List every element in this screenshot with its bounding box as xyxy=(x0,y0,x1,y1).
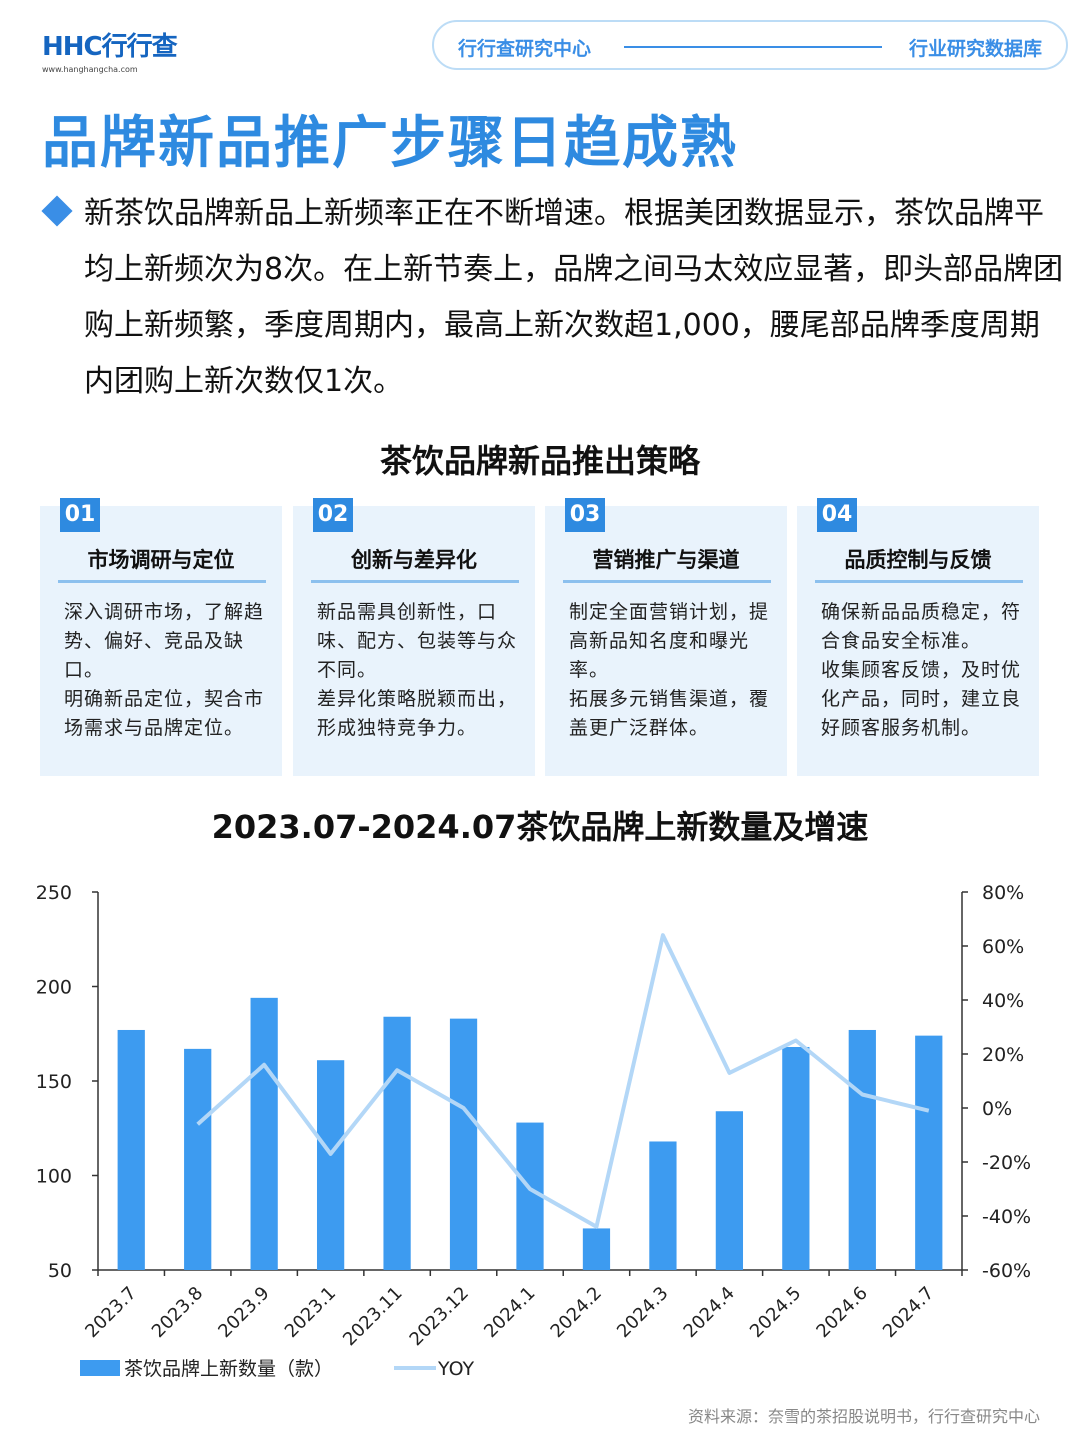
y-right-tick-label: -40% xyxy=(982,1206,1031,1228)
card-number: 03 xyxy=(565,498,605,532)
y-left-tick-label: 250 xyxy=(36,882,72,904)
y-left-tick-label: 200 xyxy=(36,977,72,999)
bar xyxy=(449,1018,478,1270)
card-number: 02 xyxy=(313,498,353,532)
legend-bar-label: 茶饮品牌上新数量（款） xyxy=(124,1358,333,1380)
bar xyxy=(582,1228,611,1270)
card-body: 制定全面营销计划，提高新品知名度和曝光率。 拓展多元销售渠道，覆盖更广泛群体。 xyxy=(569,601,770,739)
x-tick-label: 2023.11 xyxy=(339,1283,406,1350)
strategy-title: 茶饮品牌新品推出策略 xyxy=(379,442,700,480)
y-left-tick-label: 50 xyxy=(48,1260,72,1282)
card-divider xyxy=(311,580,519,583)
intro-paragraph: 新茶饮品牌新品上新频率正在不断增速。根据美团数据显示，茶饮品牌平均上新频次为8次… xyxy=(84,196,1064,399)
pill-left-label: 行行查研究中心 xyxy=(458,38,592,60)
combo-chart: 50 100 150 200 250 -60% -40% -20% 0% 20% 40% 60% 80%… xyxy=(36,882,1031,1380)
y-right-tick-label: 0% xyxy=(982,1098,1012,1120)
bar xyxy=(915,1035,943,1270)
card-number: 04 xyxy=(817,498,857,532)
x-tick-label: 2024.4 xyxy=(680,1283,739,1342)
y-right-tick-label: 60% xyxy=(982,936,1024,958)
legend-line-label: YOY xyxy=(437,1358,474,1380)
card-body: 深入调研市场，了解趋势、偏好、竞品及缺口。 明确新品定位，契合市场需求与品牌定位… xyxy=(64,601,265,739)
x-tick-label: 2023.7 xyxy=(81,1283,140,1342)
card-title: 品质控制与反馈 xyxy=(844,548,992,572)
logo: HHC行行查 www.hanghangcha.com xyxy=(42,26,202,74)
x-tick-label: 2023.9 xyxy=(214,1283,273,1342)
y-right-tick-label: -20% xyxy=(982,1152,1031,1174)
y-right-tick-label: -60% xyxy=(982,1260,1031,1282)
card-divider xyxy=(815,580,1023,583)
bar xyxy=(250,997,278,1270)
diamond-bullet-icon xyxy=(41,195,73,227)
y-right-tick-label: 80% xyxy=(982,882,1024,904)
x-tick-label: 2024.6 xyxy=(812,1283,871,1342)
strategy-card-4: 04 品质控制与反馈 确保新品品质稳定，符合食品安全标准。 收集顾客反馈，及时优… xyxy=(797,498,1039,776)
y-right-tick-label: 20% xyxy=(982,1044,1024,1066)
bar xyxy=(782,1046,810,1270)
x-tick-label: 2024.5 xyxy=(746,1283,805,1342)
card-title: 市场调研与定位 xyxy=(87,548,235,572)
y-right-tick-label: 40% xyxy=(982,990,1024,1012)
x-tick-label: 2024.1 xyxy=(480,1283,539,1342)
pill-right-label: 行业研究数据库 xyxy=(908,38,1042,60)
x-tick-label: 2023.8 xyxy=(148,1283,207,1342)
bar xyxy=(649,1141,677,1270)
x-tick-label: 2024.2 xyxy=(547,1283,606,1342)
card-body: 确保新品品质稳定，符合食品安全标准。 收集顾客反馈，及时优化产品，同时，建立良好… xyxy=(821,601,1022,739)
chart-title: 2023.07-2024.07茶饮品牌上新数量及增速 xyxy=(211,808,869,846)
yoy-line xyxy=(196,933,930,1229)
logo-url: www.hanghangcha.com xyxy=(42,65,138,74)
strategy-card-1: 01 市场调研与定位 深入调研市场，了解趋势、偏好、竞品及缺口。 明确新品定位，… xyxy=(40,498,282,776)
bar xyxy=(117,1029,145,1270)
bar xyxy=(715,1111,744,1270)
source-note: 资料来源：奈雪的茶招股说明书，行行查研究中心 xyxy=(687,1407,1040,1426)
header-pill: 行行查研究中心 行业研究数据库 xyxy=(432,20,1068,70)
strategy-card-2: 02 创新与差异化 新品需具创新性，口味、配方、包装等与众不同。 差异化策略脱颖… xyxy=(293,498,535,776)
y-left-tick-label: 150 xyxy=(36,1071,72,1093)
pill-divider-line xyxy=(624,46,882,48)
legend-bar-swatch xyxy=(80,1360,120,1376)
y-left-tick-label: 100 xyxy=(36,1166,72,1188)
bar xyxy=(184,1048,212,1270)
card-body: 新品需具创新性，口味、配方、包装等与众不同。 差异化策略脱颖而出，形成独特竞争力… xyxy=(317,601,518,739)
bar xyxy=(316,1060,345,1270)
x-tick-label: 2024.3 xyxy=(613,1283,672,1342)
card-number: 01 xyxy=(60,498,100,532)
bar xyxy=(383,1016,411,1270)
x-tick-label: 2024.7 xyxy=(879,1283,938,1342)
chart-area: 50 100 150 200 250 -60% -40% -20% 0% 20% 40% 60% 80%… xyxy=(0,860,1080,1420)
bar xyxy=(848,1029,876,1270)
x-tick-label: 2023.1 xyxy=(281,1283,340,1342)
card-divider xyxy=(58,580,266,583)
page-title: 品牌新品推广步骤日趋成熟 xyxy=(42,111,738,176)
strategy-card-3: 03 营销推广与渠道 制定全面营销计划，提高新品知名度和曝光率。 拓展多元销售渠… xyxy=(545,498,787,776)
card-title: 创新与差异化 xyxy=(351,548,477,572)
x-tick-label: 2023.12 xyxy=(406,1283,473,1350)
logo-text: HHC行行查 xyxy=(42,32,178,62)
card-divider xyxy=(563,580,771,583)
card-title: 营销推广与渠道 xyxy=(592,548,740,572)
